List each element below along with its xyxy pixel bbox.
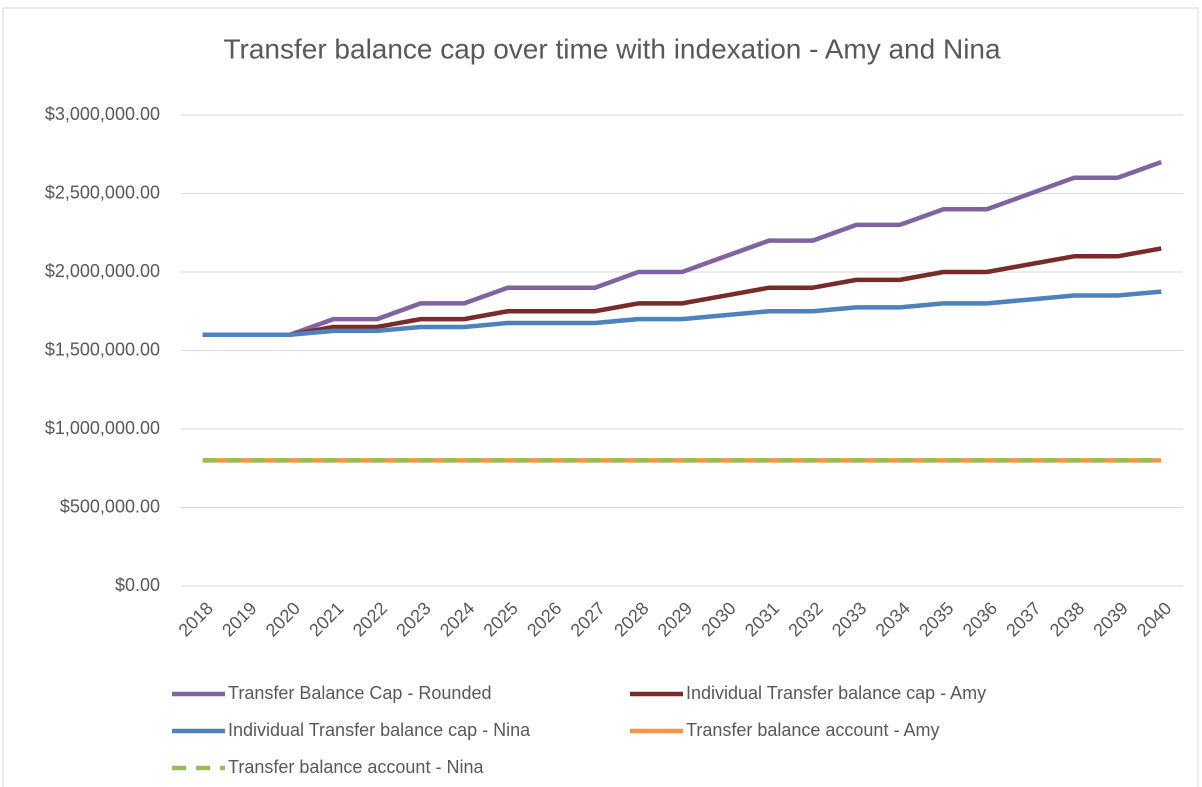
series-line xyxy=(202,246,1162,338)
y-tick-label: $1,500,000.00 xyxy=(45,339,160,359)
x-tick-label: 2026 xyxy=(523,598,565,640)
x-tick-label: 2037 xyxy=(1002,598,1044,640)
x-tick-label: 2031 xyxy=(741,598,783,640)
legend-label: Transfer balance account - Amy xyxy=(686,720,939,740)
legend-label: Transfer balance account - Nina xyxy=(228,757,484,777)
y-tick-label: $500,000.00 xyxy=(60,496,160,516)
y-tick-label: $1,000,000.00 xyxy=(45,418,160,438)
x-tick-label: 2029 xyxy=(654,598,696,640)
legend-label: Individual Transfer balance cap - Nina xyxy=(228,720,531,740)
x-tick-label: 2019 xyxy=(218,598,260,640)
x-tick-label: 2038 xyxy=(1046,598,1088,640)
legend-label: Transfer Balance Cap - Rounded xyxy=(228,683,491,703)
series-line xyxy=(202,159,1162,338)
x-tick-label: 2020 xyxy=(262,598,304,640)
x-tick-label: 2025 xyxy=(479,598,521,640)
chart-border xyxy=(2,7,1199,787)
x-tick-label: 2033 xyxy=(828,598,870,640)
x-tick-label: 2028 xyxy=(610,598,652,640)
x-tick-label: 2024 xyxy=(436,598,478,640)
x-tick-label: 2034 xyxy=(872,598,914,640)
x-tick-label: 2040 xyxy=(1133,598,1175,640)
x-tick-label: 2023 xyxy=(392,598,434,640)
y-tick-label: $2,000,000.00 xyxy=(45,261,160,281)
chart-title: Transfer balance cap over time with inde… xyxy=(223,33,1001,64)
x-tick-label: 2027 xyxy=(567,598,609,640)
y-tick-label: $2,500,000.00 xyxy=(45,182,160,202)
y-tick-label: $3,000,000.00 xyxy=(45,104,160,124)
x-tick-label: 2030 xyxy=(697,598,739,640)
y-tick-label: $0.00 xyxy=(115,575,160,595)
x-tick-label: 2021 xyxy=(305,598,347,640)
legend-label: Individual Transfer balance cap - Amy xyxy=(686,683,986,703)
x-tick-label: 2022 xyxy=(349,598,391,640)
x-tick-label: 2032 xyxy=(784,598,826,640)
x-tick-label: 2039 xyxy=(1089,598,1131,640)
x-tick-label: 2018 xyxy=(175,598,217,640)
series-line xyxy=(202,289,1162,338)
x-tick-label: 2035 xyxy=(915,598,957,640)
x-tick-label: 2036 xyxy=(959,598,1001,640)
